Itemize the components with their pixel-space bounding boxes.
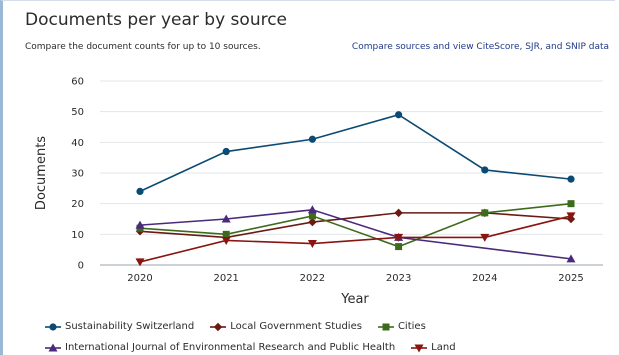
diamond-marker-icon	[210, 322, 227, 331]
compare-sources-link[interactable]: Compare sources and view CiteScore, SJR,…	[351, 42, 609, 52]
legend-label: Land	[431, 342, 456, 353]
data-point[interactable]	[135, 258, 145, 267]
y-tick-label: 20	[71, 199, 84, 210]
x-tick-label: 2025	[558, 273, 583, 284]
series-line-4	[139, 215, 572, 263]
x-tick-label: 2020	[127, 273, 152, 284]
data-point[interactable]	[308, 217, 317, 227]
line-chart: 0 10 20 30 40 50 60 2020 2021 2022 2023 2024 2025 Yea…	[34, 77, 603, 307]
data-point[interactable]	[567, 200, 575, 208]
data-point[interactable]	[221, 214, 231, 223]
legend-label: International Journal of Environmental R…	[65, 342, 396, 353]
y-tick-label: 60	[71, 77, 84, 88]
y-tick-label: 0	[78, 261, 84, 272]
data-point[interactable]	[308, 135, 316, 143]
data-point[interactable]	[566, 212, 576, 221]
legend-label: Sustainability Switzerland	[65, 321, 195, 332]
data-point[interactable]	[481, 209, 489, 217]
legend-row-2: International Journal of Environmental R…	[45, 342, 472, 353]
data-point[interactable]	[395, 243, 403, 251]
legend-label: Cities	[397, 321, 426, 332]
data-point[interactable]	[136, 187, 144, 195]
data-point[interactable]	[307, 240, 317, 249]
y-tick-label: 10	[71, 230, 84, 241]
data-point[interactable]	[222, 147, 230, 156]
triangle-up-marker-icon	[45, 343, 61, 351]
data-point[interactable]	[308, 212, 316, 220]
data-point[interactable]	[222, 230, 230, 238]
legend-row-1: Sustainability Switzerland Local Governme…	[45, 321, 442, 332]
x-tick-label: 2022	[300, 273, 325, 284]
square-marker-icon	[377, 323, 394, 330]
triangle-down-marker-icon	[411, 344, 428, 352]
series-line-2	[139, 202, 572, 248]
x-axis-label: Year	[340, 292, 369, 307]
data-point[interactable]	[221, 236, 231, 245]
chart-subtitle: Compare the document counts for up to 10…	[25, 42, 261, 52]
chart-title: Documents per year by source	[25, 10, 288, 30]
data-point[interactable]	[567, 175, 575, 183]
y-tick-label: 50	[71, 107, 84, 118]
data-point[interactable]	[566, 254, 576, 263]
x-tick-label: 2023	[386, 273, 411, 284]
data-point[interactable]	[135, 220, 145, 229]
series-line-1	[139, 212, 572, 239]
legend-item[interactable]: Cities	[377, 321, 426, 332]
legend-item[interactable]: Land	[411, 342, 456, 353]
data-point[interactable]	[307, 205, 317, 214]
series-line-0	[139, 113, 572, 193]
x-tick-label: 2021	[213, 273, 238, 284]
y-tick-label: 40	[71, 138, 84, 149]
y-tick-label: 30	[71, 169, 84, 180]
x-tick-label: 2024	[472, 273, 497, 284]
legend-item[interactable]: Sustainability Switzerland	[45, 321, 194, 332]
data-point[interactable]	[395, 111, 403, 119]
y-axis-label: Documents	[34, 136, 49, 210]
data-point[interactable]	[481, 166, 489, 174]
data-point[interactable]	[394, 208, 403, 218]
legend-label: Local Government Studies	[230, 321, 362, 332]
data-point[interactable]	[480, 233, 490, 242]
legend-item[interactable]: Local Government Studies	[210, 321, 362, 332]
legend-item[interactable]: International Journal of Environmental R…	[45, 342, 395, 353]
circle-marker-icon	[45, 322, 61, 331]
data-point[interactable]	[394, 233, 404, 242]
